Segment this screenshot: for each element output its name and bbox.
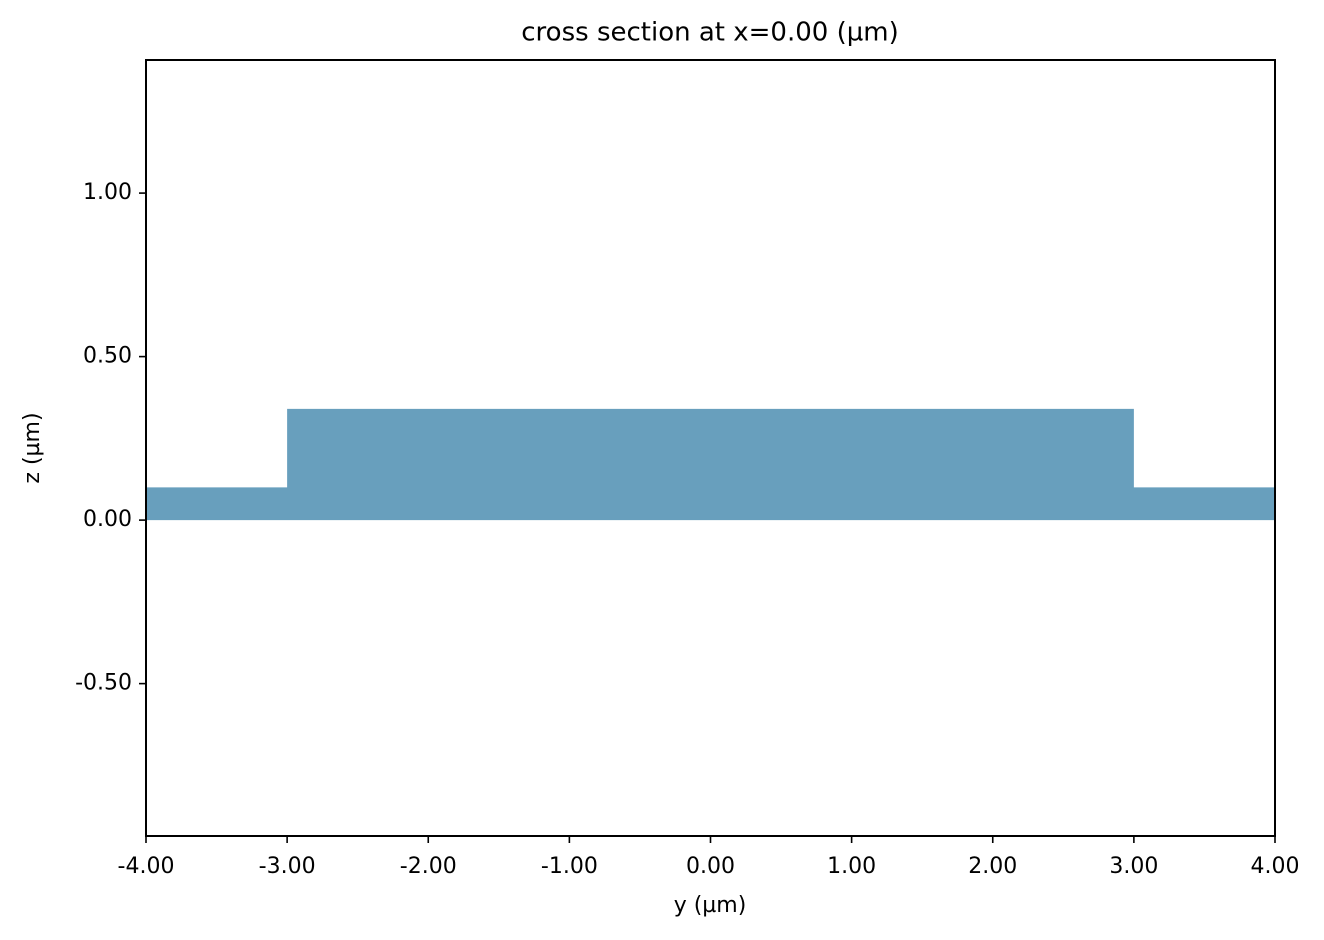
x-tick-label: -4.00 (118, 854, 175, 879)
x-tick-label: 3.00 (1109, 854, 1158, 879)
x-tick-label: 4.00 (1251, 854, 1300, 879)
x-tick-label: -2.00 (400, 854, 457, 879)
y-tick-label: 0.00 (83, 507, 132, 532)
x-tick-label: -3.00 (259, 854, 316, 879)
chart-title: cross section at x=0.00 (µm) (521, 18, 898, 48)
x-axis-label: y (µm) (674, 893, 747, 918)
x-tick-label: 1.00 (827, 854, 876, 879)
cross-section-shape (146, 408, 1275, 521)
x-tick-label: 0.00 (686, 854, 735, 879)
x-tick-label: 2.00 (968, 854, 1017, 879)
y-tick-label: -0.50 (75, 671, 132, 696)
y-tick-label: 0.50 (83, 344, 132, 369)
y-axis-label: z (µm) (20, 412, 45, 483)
y-tick-label: 1.00 (83, 180, 132, 205)
x-tick-label: -1.00 (541, 854, 598, 879)
